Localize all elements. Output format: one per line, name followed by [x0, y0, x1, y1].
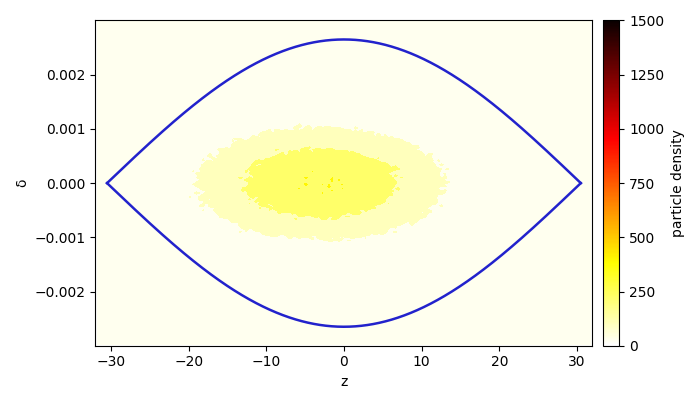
Y-axis label: particle density: particle density [671, 129, 685, 237]
X-axis label: z: z [340, 375, 347, 389]
Y-axis label: δ: δ [15, 179, 29, 187]
